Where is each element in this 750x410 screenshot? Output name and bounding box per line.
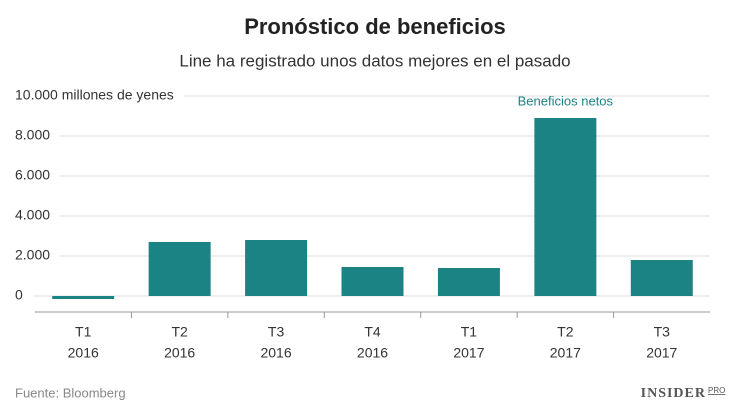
x-tick-label: 2016	[164, 345, 195, 361]
y-tick-label: 0	[15, 287, 23, 303]
x-tick-label: 2017	[550, 345, 581, 361]
x-tick-label: 2016	[260, 345, 291, 361]
x-tick-label: 2016	[357, 345, 388, 361]
y-tick-label: 2.000	[15, 247, 50, 263]
x-tick-label: T2	[171, 324, 188, 340]
legend-label: Beneficios netos	[518, 93, 614, 108]
x-tick-label: T1	[461, 324, 478, 340]
x-tick-label: 2016	[68, 345, 99, 361]
chart-subtitle: Line ha registrado unos datos mejores en…	[179, 51, 570, 70]
brand: INSIDER	[641, 386, 706, 401]
x-tick-label: T4	[364, 324, 381, 340]
bar	[148, 242, 211, 296]
x-tick-label: T1	[75, 324, 92, 340]
x-tick-label: 2017	[453, 345, 484, 361]
x-tick-label: T3	[268, 324, 285, 340]
bar	[437, 268, 500, 296]
bar	[534, 118, 597, 296]
y-tick-label: 6.000	[15, 167, 50, 183]
brand-suffix: PRO	[708, 386, 725, 395]
bar	[341, 267, 404, 296]
source: Fuente: Bloomberg	[15, 385, 126, 400]
x-tick-label: 2017	[646, 345, 677, 361]
bar	[52, 296, 115, 299]
y-tick-label: 10.000 millones de yenes	[15, 87, 174, 103]
x-tick-label: T2	[557, 324, 574, 340]
y-tick-label: 8.000	[15, 127, 50, 143]
chart-title: Pronóstico de beneficios	[244, 14, 506, 39]
y-tick-label: 4.000	[15, 207, 50, 223]
bar	[630, 260, 693, 296]
bar	[245, 240, 308, 296]
x-tick-label: T3	[654, 324, 671, 340]
